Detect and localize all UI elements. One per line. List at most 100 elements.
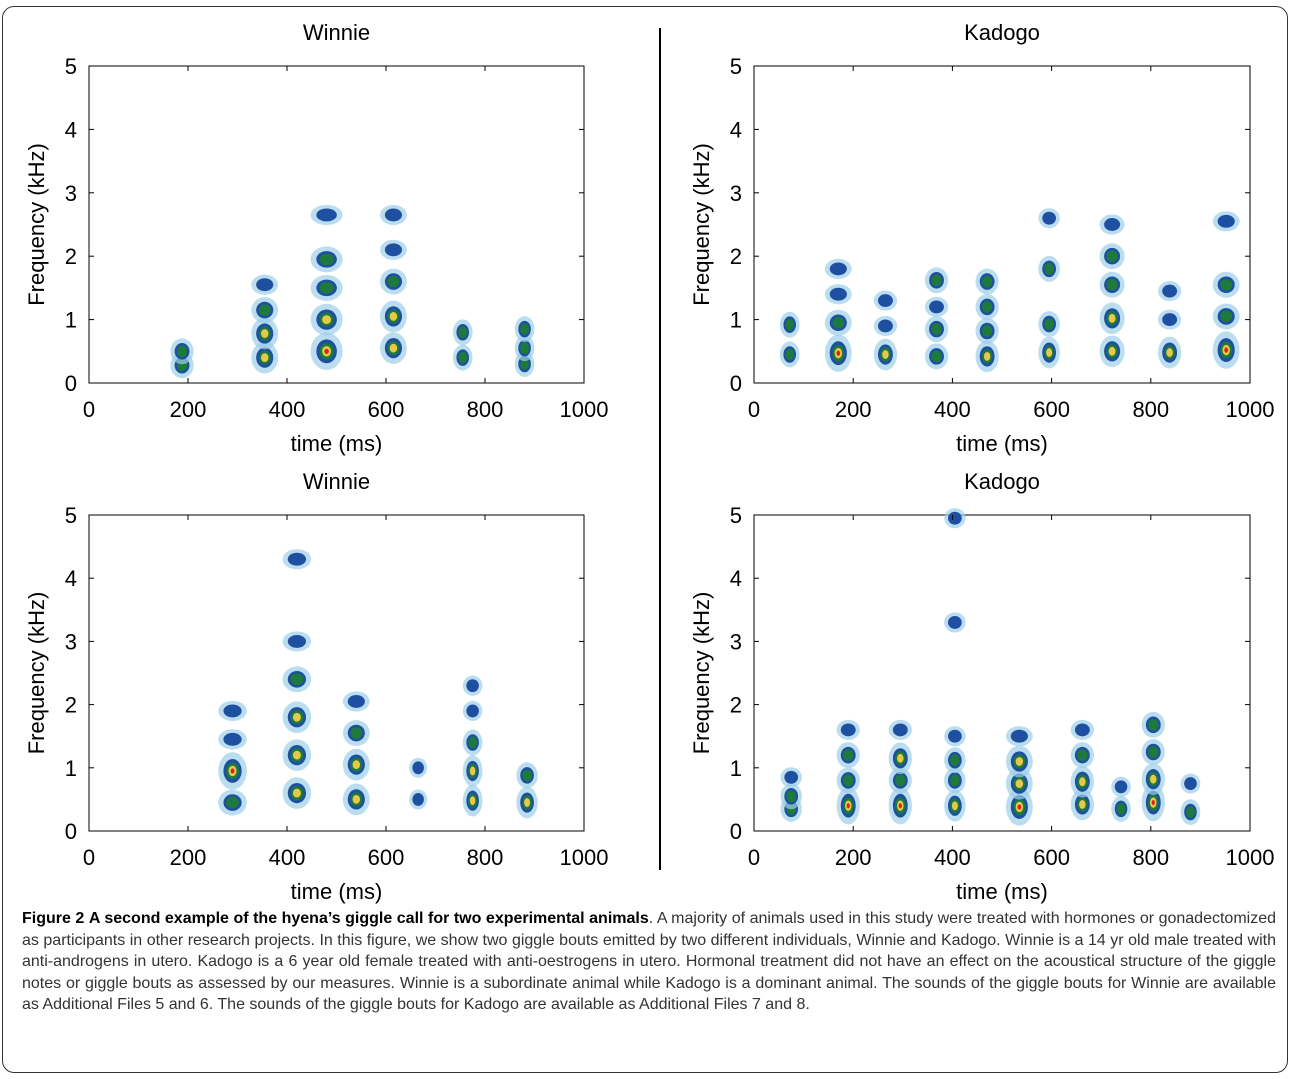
spectral-mark-top-right-note6-h3-l3 bbox=[1044, 263, 1054, 275]
x-tick-label: 1000 bbox=[1226, 397, 1275, 422]
y-tick-label: 2 bbox=[730, 244, 742, 269]
x-tick-label: 800 bbox=[1132, 397, 1169, 422]
spectral-mark-bottom-right-note6-h2-l4 bbox=[1079, 777, 1086, 787]
spectral-mark-bottom-left-note3-h4-l2 bbox=[347, 695, 365, 708]
y-tick-label: 0 bbox=[65, 371, 77, 396]
spectral-mark-top-left-note6-h3-l3 bbox=[520, 323, 529, 335]
spectral-mark-top-left-note3-h2-l4 bbox=[322, 315, 332, 324]
spectral-mark-bottom-right-note9-h2-l2 bbox=[1184, 777, 1197, 791]
y-tick-label: 3 bbox=[65, 181, 77, 206]
spectral-mark-bottom-left-note6-h1-l4 bbox=[524, 798, 531, 807]
spectral-mark-bottom-right-note7-h2-l2 bbox=[1114, 780, 1128, 794]
spectral-mark-top-left-note2-h2-l4 bbox=[261, 329, 269, 338]
y-tick-label: 3 bbox=[730, 181, 742, 206]
spectral-mark-bottom-right-note4-h4-l2 bbox=[948, 729, 962, 743]
spectral-mark-top-left-note5-h2-l3 bbox=[458, 326, 468, 339]
y-axis-label-bottom-left: Frequency (kHz) bbox=[24, 592, 49, 755]
spectral-mark-bottom-left-note4-h2-l2 bbox=[412, 761, 424, 775]
spectral-mark-top-right-note9-h3-l3 bbox=[1220, 278, 1233, 291]
spectral-mark-top-left-note6-h1-l3 bbox=[520, 358, 529, 370]
spectral-mark-top-left-note2-h1-l4 bbox=[261, 353, 269, 363]
spectral-mark-top-left-note4-h1-l4 bbox=[389, 343, 398, 353]
caption-label: Figure 2 bbox=[22, 910, 85, 927]
y-tick-label: 0 bbox=[65, 819, 77, 844]
x-tick-label: 1000 bbox=[560, 397, 609, 422]
spectral-mark-top-right-note9-h2-l3 bbox=[1220, 310, 1233, 323]
y-tick-label: 2 bbox=[730, 693, 742, 718]
caption-title: A second example of the hyena’s giggle c… bbox=[88, 910, 649, 927]
spectral-mark-top-right-note9-h1-l5 bbox=[1224, 347, 1229, 353]
spectral-mark-bottom-right-note2-h3-l3 bbox=[843, 749, 854, 761]
spectral-mark-bottom-right-note5-h3-l4 bbox=[1015, 757, 1024, 766]
spectral-mark-top-right-note1-h2-l3 bbox=[785, 318, 795, 331]
spectral-mark-bottom-right-note3-h4-l2 bbox=[892, 723, 908, 737]
x-axis-label-bottom-right: time (ms) bbox=[956, 879, 1048, 904]
panel-divider bbox=[659, 28, 661, 870]
x-tick-label: 200 bbox=[835, 845, 872, 870]
spectral-mark-bottom-left-note3-h1-l4 bbox=[352, 795, 361, 804]
spectral-mark-bottom-right-note3-h1-l5 bbox=[898, 803, 902, 809]
spectral-mark-bottom-left-note5-h1-l4 bbox=[469, 796, 476, 806]
caption-body: . A majority of animals used in this stu… bbox=[22, 910, 1277, 1013]
y-tick-label: 2 bbox=[65, 693, 77, 718]
spectral-mark-top-right-note4-h3-l2 bbox=[929, 300, 944, 314]
y-tick-label: 5 bbox=[730, 54, 742, 79]
y-tick-label: 5 bbox=[65, 503, 77, 528]
y-tick-label: 1 bbox=[730, 308, 742, 333]
spectral-mark-top-right-note2-h2-l3 bbox=[832, 317, 845, 329]
spectral-mark-bottom-left-note3-h3-l3 bbox=[350, 727, 363, 739]
spectral-mark-bottom-left-note3-h2-l4 bbox=[352, 760, 361, 770]
y-tick-label: 1 bbox=[730, 756, 742, 781]
y-tick-label: 3 bbox=[730, 629, 742, 654]
spectral-mark-bottom-left-note5-h3-l3 bbox=[468, 736, 477, 749]
spectral-mark-top-right-note7-h2-l4 bbox=[1108, 313, 1116, 323]
spectral-mark-top-right-note5-h3-l3 bbox=[981, 301, 993, 313]
spectral-mark-top-right-note4-h1-l3 bbox=[931, 350, 942, 363]
x-tick-label: 800 bbox=[1132, 845, 1169, 870]
x-tick-label: 400 bbox=[269, 397, 306, 422]
spectral-mark-bottom-right-note1-h3-l2 bbox=[784, 770, 799, 784]
x-tick-label: 800 bbox=[467, 397, 504, 422]
spectral-mark-bottom-right-note6-h4-l2 bbox=[1074, 723, 1090, 737]
spectral-mark-top-right-note7-h5-l2 bbox=[1104, 218, 1121, 231]
spectral-mark-top-left-note3-h5-l2 bbox=[316, 208, 337, 222]
spectral-mark-top-right-note6-h2-l3 bbox=[1044, 318, 1054, 330]
spectral-mark-top-left-note4-h5-l2 bbox=[384, 208, 402, 222]
spectral-mark-bottom-right-note2-h2-l3 bbox=[843, 774, 854, 787]
spectral-mark-top-right-note6-h1-l4 bbox=[1046, 348, 1053, 357]
spectral-mark-bottom-right-note6-h3-l3 bbox=[1077, 749, 1088, 761]
spectral-mark-top-right-note4-h2-l3 bbox=[931, 323, 942, 335]
spectral-mark-bottom-left-note2-h5-l2 bbox=[287, 634, 307, 648]
spectral-mark-top-left-note4-h2-l4 bbox=[389, 312, 398, 321]
spectral-mark-bottom-right-note6-h1-l4 bbox=[1079, 800, 1086, 809]
spectral-mark-bottom-left-note5-h5-l2 bbox=[466, 679, 479, 693]
panel-title-bottom-left: Winnie bbox=[303, 469, 370, 494]
spectral-mark-top-right-note8-h2-l2 bbox=[1162, 313, 1178, 327]
plot-area-bottom-left bbox=[88, 514, 585, 832]
spectral-mark-top-right-note8-h1-l4 bbox=[1166, 348, 1173, 357]
spectral-mark-bottom-right-note3-h3-l4 bbox=[897, 753, 904, 763]
spectral-mark-top-right-note2-h1-l5 bbox=[836, 350, 841, 356]
spectral-mark-bottom-right-note8-h1-l5 bbox=[1151, 799, 1155, 806]
spectral-mark-bottom-right-note5-h4-l2 bbox=[1010, 729, 1028, 743]
spectral-mark-bottom-right-note4-h1-l4 bbox=[951, 801, 958, 811]
y-axis-label-top-left: Frequency (kHz) bbox=[24, 143, 49, 306]
spectral-mark-top-left-note2-h4-l2 bbox=[256, 278, 274, 292]
spectral-mark-bottom-right-note4-h2-l3 bbox=[950, 774, 960, 787]
spectral-mark-bottom-right-note4-h5-l2 bbox=[948, 616, 962, 629]
spectral-mark-bottom-right-note7-h1-l3 bbox=[1116, 803, 1126, 815]
x-axis-label-top-left: time (ms) bbox=[291, 431, 383, 456]
spectral-mark-top-right-note7-h4-l3 bbox=[1106, 250, 1118, 262]
spectral-mark-bottom-left-note1-h2-l5 bbox=[230, 768, 235, 774]
spectral-mark-bottom-left-note1-h4-l2 bbox=[223, 704, 242, 718]
x-tick-label: 400 bbox=[934, 397, 971, 422]
spectral-mark-bottom-right-note2-h4-l2 bbox=[840, 723, 856, 737]
spectral-mark-top-left-note4-h3-l3 bbox=[387, 275, 400, 288]
x-tick-label: 800 bbox=[467, 845, 504, 870]
spectral-mark-top-right-note6-h4-l2 bbox=[1042, 211, 1056, 225]
spectral-mark-top-right-note1-h1-l3 bbox=[785, 348, 795, 361]
spectral-mark-bottom-right-note8-h4-l3 bbox=[1148, 719, 1159, 731]
spectral-mark-bottom-right-note2-h1-l5 bbox=[846, 803, 850, 809]
x-tick-label: 400 bbox=[934, 845, 971, 870]
